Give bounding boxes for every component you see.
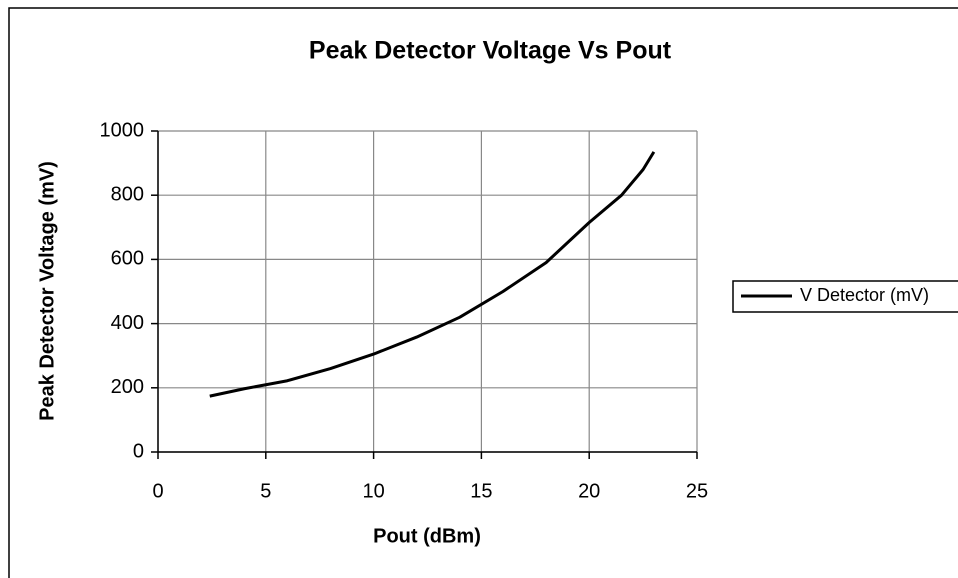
y-axis-label: Peak Detector Voltage (mV) [36,161,58,421]
x-tick-label: 5 [260,480,271,502]
y-tick-label: 600 [111,248,144,270]
x-tick-label: 0 [152,480,163,502]
x-tick-label: 25 [686,480,708,502]
chart-title: Peak Detector Voltage Vs Pout [309,37,672,65]
x-axis-label: Pout (dBm) [373,525,481,547]
x-tick-label: 15 [470,480,492,502]
y-tick-label: 400 [111,312,144,334]
y-tick-label: 1000 [100,119,145,141]
y-tick-label: 200 [111,376,144,398]
y-tick-label: 0 [133,440,144,462]
x-tick-label: 20 [578,480,600,502]
x-tick-label: 10 [362,480,384,502]
y-tick-label: 800 [111,183,144,205]
legend-label: V Detector (mV) [800,285,929,305]
data-line [209,151,656,398]
